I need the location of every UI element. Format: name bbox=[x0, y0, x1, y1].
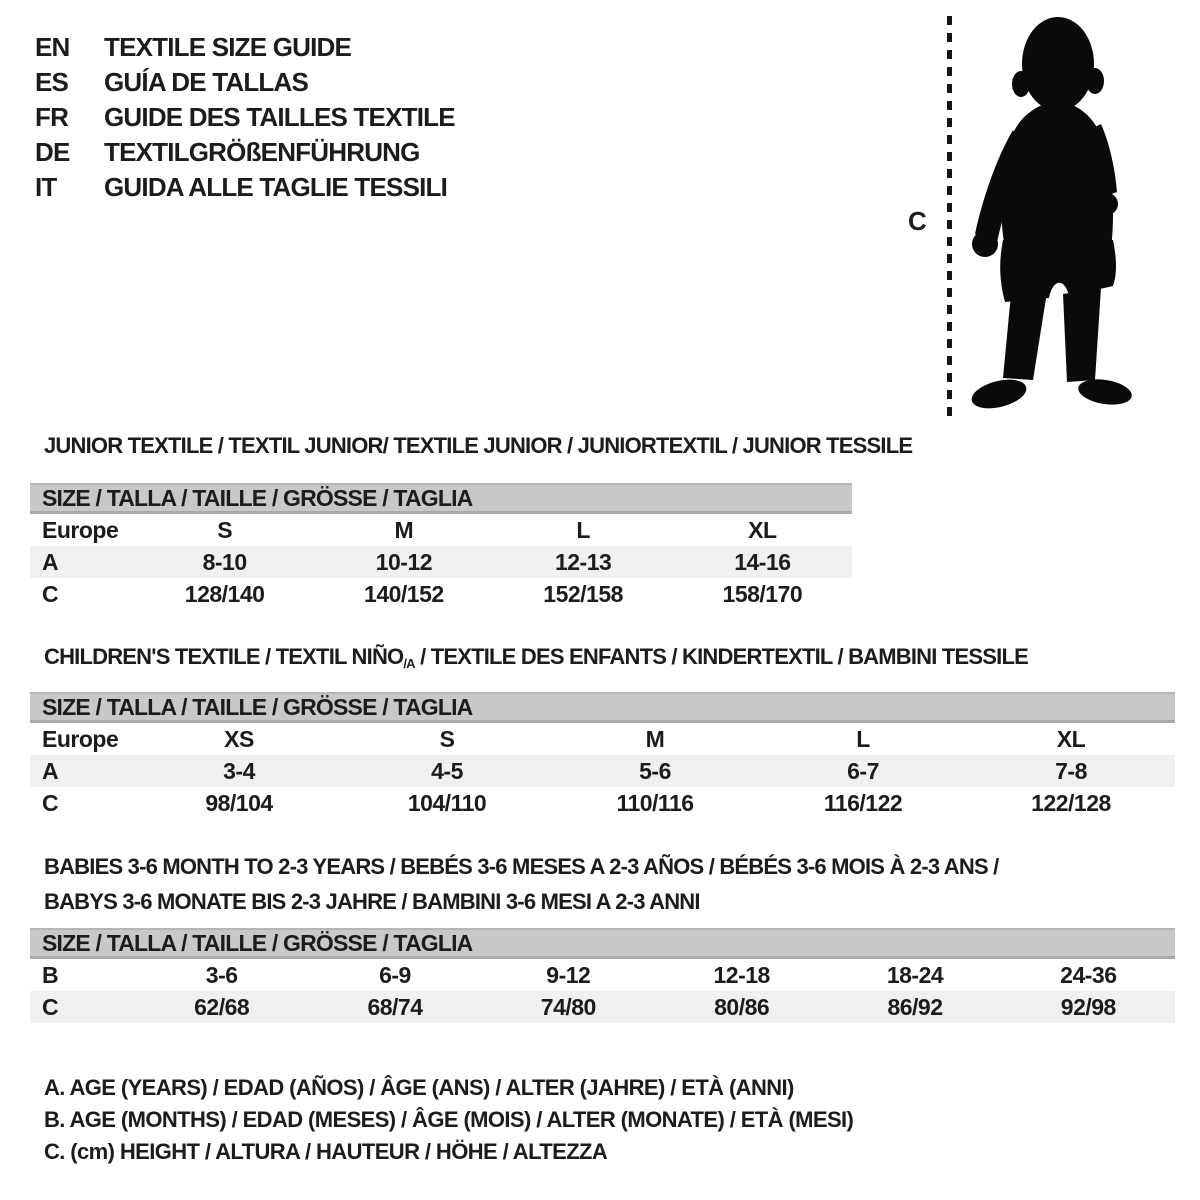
junior-section-title: JUNIOR TEXTILE / TEXTIL JUNIOR/ TEXTILE … bbox=[44, 433, 913, 458]
size-cell: L bbox=[576, 516, 590, 543]
size-cell: XL bbox=[748, 516, 777, 543]
size-cell: 24-36 bbox=[1060, 961, 1117, 988]
size-cell: 6-7 bbox=[847, 757, 879, 784]
height-marker-label: C bbox=[908, 206, 927, 236]
row-label: C bbox=[42, 580, 59, 607]
children-title-post: / TEXTILE DES ENFANTS / KINDERTEXTIL / B… bbox=[414, 644, 1029, 669]
language-code: FR bbox=[35, 102, 69, 132]
size-cell: M bbox=[394, 516, 414, 543]
children-size-table: SIZE / TALLA / TAILLE / GRÖSSE / TAGLIA … bbox=[30, 692, 1175, 819]
children-title-sub: /A bbox=[403, 656, 415, 671]
toddler-silhouette-icon bbox=[971, 17, 1132, 409]
language-row: ES GUÍA DE TALLAS bbox=[35, 65, 455, 100]
language-row: FR GUIDE DES TAILLES TEXTILE bbox=[35, 100, 456, 135]
babies-title-line-1: BABIES 3-6 MONTH TO 2-3 YEARS / BEBÉS 3-… bbox=[44, 854, 999, 879]
size-cell: 80/86 bbox=[714, 993, 770, 1020]
legend-line-b: B. AGE (MONTHS) / EDAD (MESES) / ÂGE (MO… bbox=[44, 1107, 854, 1132]
language-code: ES bbox=[35, 67, 69, 97]
table-row: A 8-10 10-12 12-13 14-16 bbox=[30, 546, 852, 578]
size-cell: 5-6 bbox=[639, 757, 671, 784]
table-row: C 128/140 140/152 152/158 158/170 bbox=[30, 578, 852, 610]
size-header-label: SIZE / TALLA / TAILLE / GRÖSSE / TAGLIA bbox=[42, 929, 473, 956]
size-header-label: SIZE / TALLA / TAILLE / GRÖSSE / TAGLIA bbox=[42, 693, 473, 720]
size-header-bar: SIZE / TALLA / TAILLE / GRÖSSE / TAGLIA bbox=[30, 928, 1175, 959]
size-cell: 158/170 bbox=[722, 580, 803, 607]
row-label: C bbox=[42, 993, 59, 1020]
guide-title: GUÍA DE TALLAS bbox=[104, 67, 309, 97]
size-cell: 152/158 bbox=[543, 580, 623, 607]
size-header-bar: SIZE / TALLA / TAILLE / GRÖSSE / TAGLIA bbox=[30, 692, 1175, 723]
size-cell: 6-9 bbox=[379, 961, 411, 988]
row-label: Europe bbox=[42, 516, 119, 543]
language-code: IT bbox=[35, 172, 57, 202]
size-header-bar: SIZE / TALLA / TAILLE / GRÖSSE / TAGLIA bbox=[30, 483, 852, 514]
language-code: DE bbox=[35, 137, 70, 167]
size-cell: 116/122 bbox=[823, 789, 903, 816]
table-row: Europe S M L XL bbox=[30, 514, 852, 546]
language-header: EN TEXTILE SIZE GUIDE ES GUÍA DE TALLAS … bbox=[35, 30, 456, 205]
table-row: C 98/104 104/110 110/116 116/122 122/128 bbox=[30, 787, 1175, 819]
babies-size-table: SIZE / TALLA / TAILLE / GRÖSSE / TAGLIA … bbox=[30, 928, 1175, 1023]
table-row: Europe XS S M L XL bbox=[30, 723, 1175, 755]
size-cell: 10-12 bbox=[375, 548, 433, 575]
babies-title-line-2: BABYS 3-6 MONATE BIS 2-3 JAHRE / BAMBINI… bbox=[44, 889, 701, 914]
size-cell: 110/116 bbox=[616, 789, 694, 816]
size-cell: 12-18 bbox=[713, 961, 770, 988]
size-cell: S bbox=[439, 725, 455, 752]
size-cell: 128/140 bbox=[184, 580, 265, 607]
size-cell: 18-24 bbox=[886, 961, 944, 988]
size-cell: 3-6 bbox=[205, 961, 238, 988]
size-cell: 4-5 bbox=[431, 757, 463, 784]
children-section-title: CHILDREN'S TEXTILE / TEXTIL NIÑO/A / TEX… bbox=[44, 644, 1029, 671]
size-cell: 14-16 bbox=[734, 548, 791, 575]
language-row: DE TEXTILGRÖßENFÜHRUNG bbox=[35, 135, 455, 170]
size-cell: L bbox=[856, 725, 870, 752]
language-row: IT GUIDA ALLE TAGLIE TESSILI bbox=[35, 170, 455, 205]
guide-title: TEXTILGRÖßENFÜHRUNG bbox=[104, 137, 420, 167]
size-cell: 140/152 bbox=[364, 580, 444, 607]
size-cell: 74/80 bbox=[540, 993, 597, 1020]
size-cell: 7-8 bbox=[1055, 757, 1087, 784]
legend-line-a: A. AGE (YEARS) / EDAD (AÑOS) / ÂGE (ANS)… bbox=[44, 1075, 794, 1100]
row-label: A bbox=[42, 757, 59, 784]
babies-section-title: BABIES 3-6 MONTH TO 2-3 YEARS / BEBÉS 3-… bbox=[44, 849, 999, 919]
size-header-label: SIZE / TALLA / TAILLE / GRÖSSE / TAGLIA bbox=[42, 484, 473, 511]
row-label: B bbox=[42, 961, 59, 988]
table-row: C 62/68 68/74 74/80 80/86 86/92 92/98 bbox=[30, 991, 1175, 1023]
size-cell: M bbox=[645, 725, 665, 752]
size-cell: XS bbox=[224, 725, 254, 752]
legend: A. AGE (YEARS) / EDAD (AÑOS) / ÂGE (ANS)… bbox=[44, 1072, 854, 1168]
size-cell: 8-10 bbox=[202, 548, 248, 575]
size-cell: 92/98 bbox=[1060, 993, 1117, 1020]
size-cell: 122/128 bbox=[1031, 789, 1111, 816]
size-cell: 104/110 bbox=[407, 789, 487, 816]
table-row: B 3-6 6-9 9-12 12-18 18-24 24-36 bbox=[30, 959, 1175, 991]
children-title-pre: CHILDREN'S TEXTILE / TEXTIL NIÑO bbox=[44, 644, 404, 669]
size-cell: 3-4 bbox=[223, 757, 255, 784]
guide-title: TEXTILE SIZE GUIDE bbox=[104, 32, 352, 62]
row-label: Europe bbox=[42, 725, 119, 752]
guide-title: GUIDE DES TAILLES TEXTILE bbox=[104, 102, 456, 132]
height-measure-dashed-line bbox=[947, 16, 952, 416]
size-cell: 98/104 bbox=[205, 789, 273, 816]
row-label: A bbox=[42, 548, 59, 575]
junior-size-table: SIZE / TALLA / TAILLE / GRÖSSE / TAGLIA … bbox=[30, 483, 852, 610]
size-cell: 12-13 bbox=[554, 548, 612, 575]
legend-line-c: C. (cm) HEIGHT / ALTURA / HAUTEUR / HÖHE… bbox=[44, 1139, 608, 1164]
language-row: EN TEXTILE SIZE GUIDE bbox=[35, 30, 455, 65]
size-cell: 68/74 bbox=[367, 993, 423, 1020]
guide-title: GUIDA ALLE TAGLIE TESSILI bbox=[104, 172, 448, 202]
language-code: EN bbox=[35, 32, 70, 62]
size-cell: 62/68 bbox=[194, 993, 250, 1020]
size-cell: S bbox=[217, 516, 233, 543]
row-label: C bbox=[42, 789, 59, 816]
size-cell: 9-12 bbox=[546, 961, 591, 988]
table-row: A 3-4 4-5 5-6 6-7 7-8 bbox=[30, 755, 1175, 787]
size-cell: XL bbox=[1056, 725, 1086, 752]
size-cell: 86/92 bbox=[887, 993, 943, 1020]
